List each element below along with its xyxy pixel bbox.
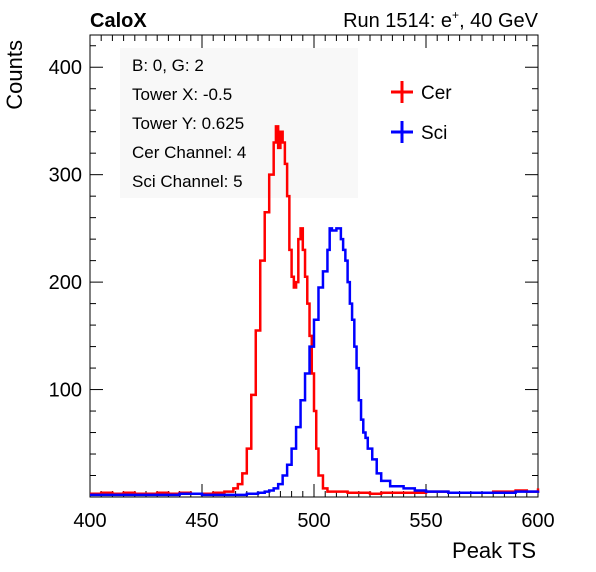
y-tick-label: 200	[49, 272, 82, 294]
x-tick-label: 450	[185, 510, 218, 532]
series-sci-line	[90, 227, 540, 497]
legend: Cer Sci	[391, 81, 452, 144]
info-box	[120, 48, 358, 198]
legend-label: Sci	[421, 123, 447, 144]
y-tick-label: 100	[49, 380, 82, 402]
x-tick-label: 600	[521, 510, 554, 532]
run-label: Run 1514: e	[343, 10, 452, 32]
legend-label: Cer	[421, 83, 452, 104]
y-tick-label: 300	[49, 165, 82, 187]
y-tick-label: 400	[49, 57, 82, 79]
series-layer	[90, 125, 540, 497]
positron-superscript: +	[452, 8, 459, 22]
energy-label: , 40 GeV	[459, 10, 539, 32]
x-axis-label: Peak TS	[452, 538, 536, 563]
info-line: Cer Channel: 4	[132, 143, 246, 162]
info-line: Tower Y: 0.625	[132, 114, 244, 133]
info-line: Tower X: -0.5	[132, 85, 232, 104]
info-line: B: 0, G: 2	[132, 56, 204, 75]
info-lines: B: 0, G: 2 Tower X: -0.5 Tower Y: 0.625 Cer…	[132, 56, 246, 191]
x-tick-label: 400	[73, 510, 106, 532]
x-tick-label: 550	[409, 510, 442, 532]
y-axis-label: Counts	[2, 40, 27, 110]
axis-ticks: 400 450 500 550 600 100 200 300 400	[49, 35, 555, 532]
chart-right-title: Run 1514: e+, 40 GeV	[343, 8, 539, 32]
info-line: Sci Channel: 5	[132, 172, 243, 191]
chart-left-title: CaloX	[90, 10, 147, 32]
x-tick-label: 500	[297, 510, 330, 532]
